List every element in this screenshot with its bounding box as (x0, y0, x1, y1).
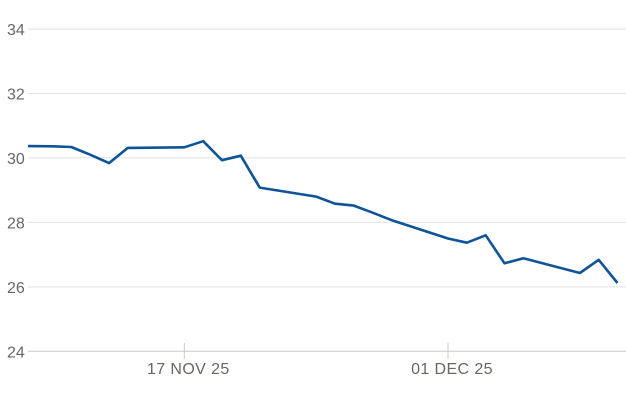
y-axis-label: 32 (7, 86, 25, 103)
x-axis-label: 17 NOV 25 (147, 361, 230, 378)
y-axis-label: 28 (7, 215, 25, 232)
y-axis-label: 26 (7, 280, 25, 297)
y-axis-label: 30 (7, 151, 25, 168)
y-axis-label: 34 (7, 22, 25, 39)
y-axis-label: 24 (7, 344, 25, 361)
x-axis-label: 01 DEC 25 (411, 361, 493, 378)
price-series-line (28, 139, 619, 284)
